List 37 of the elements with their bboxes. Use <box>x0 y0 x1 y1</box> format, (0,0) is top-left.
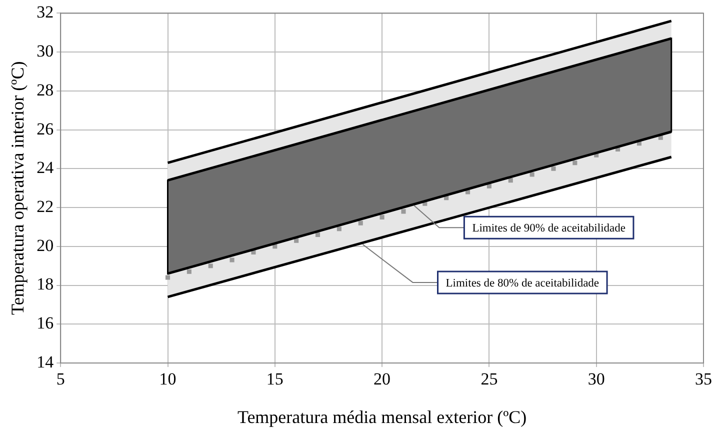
point <box>401 209 406 214</box>
point <box>572 160 578 166</box>
x-axis-title: Temperatura média mensal exterior (ºC) <box>237 406 527 427</box>
x-tick-label: 5 <box>56 370 65 389</box>
point <box>530 172 534 177</box>
x-tick-label: 15 <box>266 370 284 389</box>
point <box>486 184 492 188</box>
point <box>208 264 213 268</box>
point <box>294 238 299 243</box>
x-tick-label: 10 <box>159 370 176 389</box>
y-tick-label: 18 <box>36 274 54 294</box>
y-tick-label: 26 <box>36 119 54 138</box>
point <box>658 135 663 140</box>
point <box>380 214 384 220</box>
x-tick-label: 35 <box>695 370 712 389</box>
x-tick-label: 30 <box>588 370 605 389</box>
point <box>551 166 556 171</box>
point <box>358 220 363 226</box>
y-tick-label: 20 <box>36 236 54 255</box>
point <box>165 275 170 280</box>
point <box>230 258 234 262</box>
y-tick-label: 28 <box>36 80 54 100</box>
point <box>186 269 192 274</box>
annotation: Limites de 80% de aceitabilidade <box>446 277 600 290</box>
y-axis-title: Temperatura operativa interior (ºC) <box>8 61 28 315</box>
y-tick-label: 16 <box>36 314 54 333</box>
y-tick-label: 30 <box>36 42 54 61</box>
annotation: Limites de 90% de aceitabilidade <box>472 222 626 235</box>
y-tick-label: 32 <box>36 2 54 22</box>
point <box>508 178 513 183</box>
y-tick-label: 14 <box>36 352 54 372</box>
point <box>336 226 342 232</box>
y-tick-label: 24 <box>36 158 54 178</box>
point <box>315 232 320 238</box>
y-tick-label: 22 <box>36 197 54 216</box>
x-tick-label: 20 <box>374 370 391 389</box>
x-tick-label: 25 <box>480 370 498 389</box>
